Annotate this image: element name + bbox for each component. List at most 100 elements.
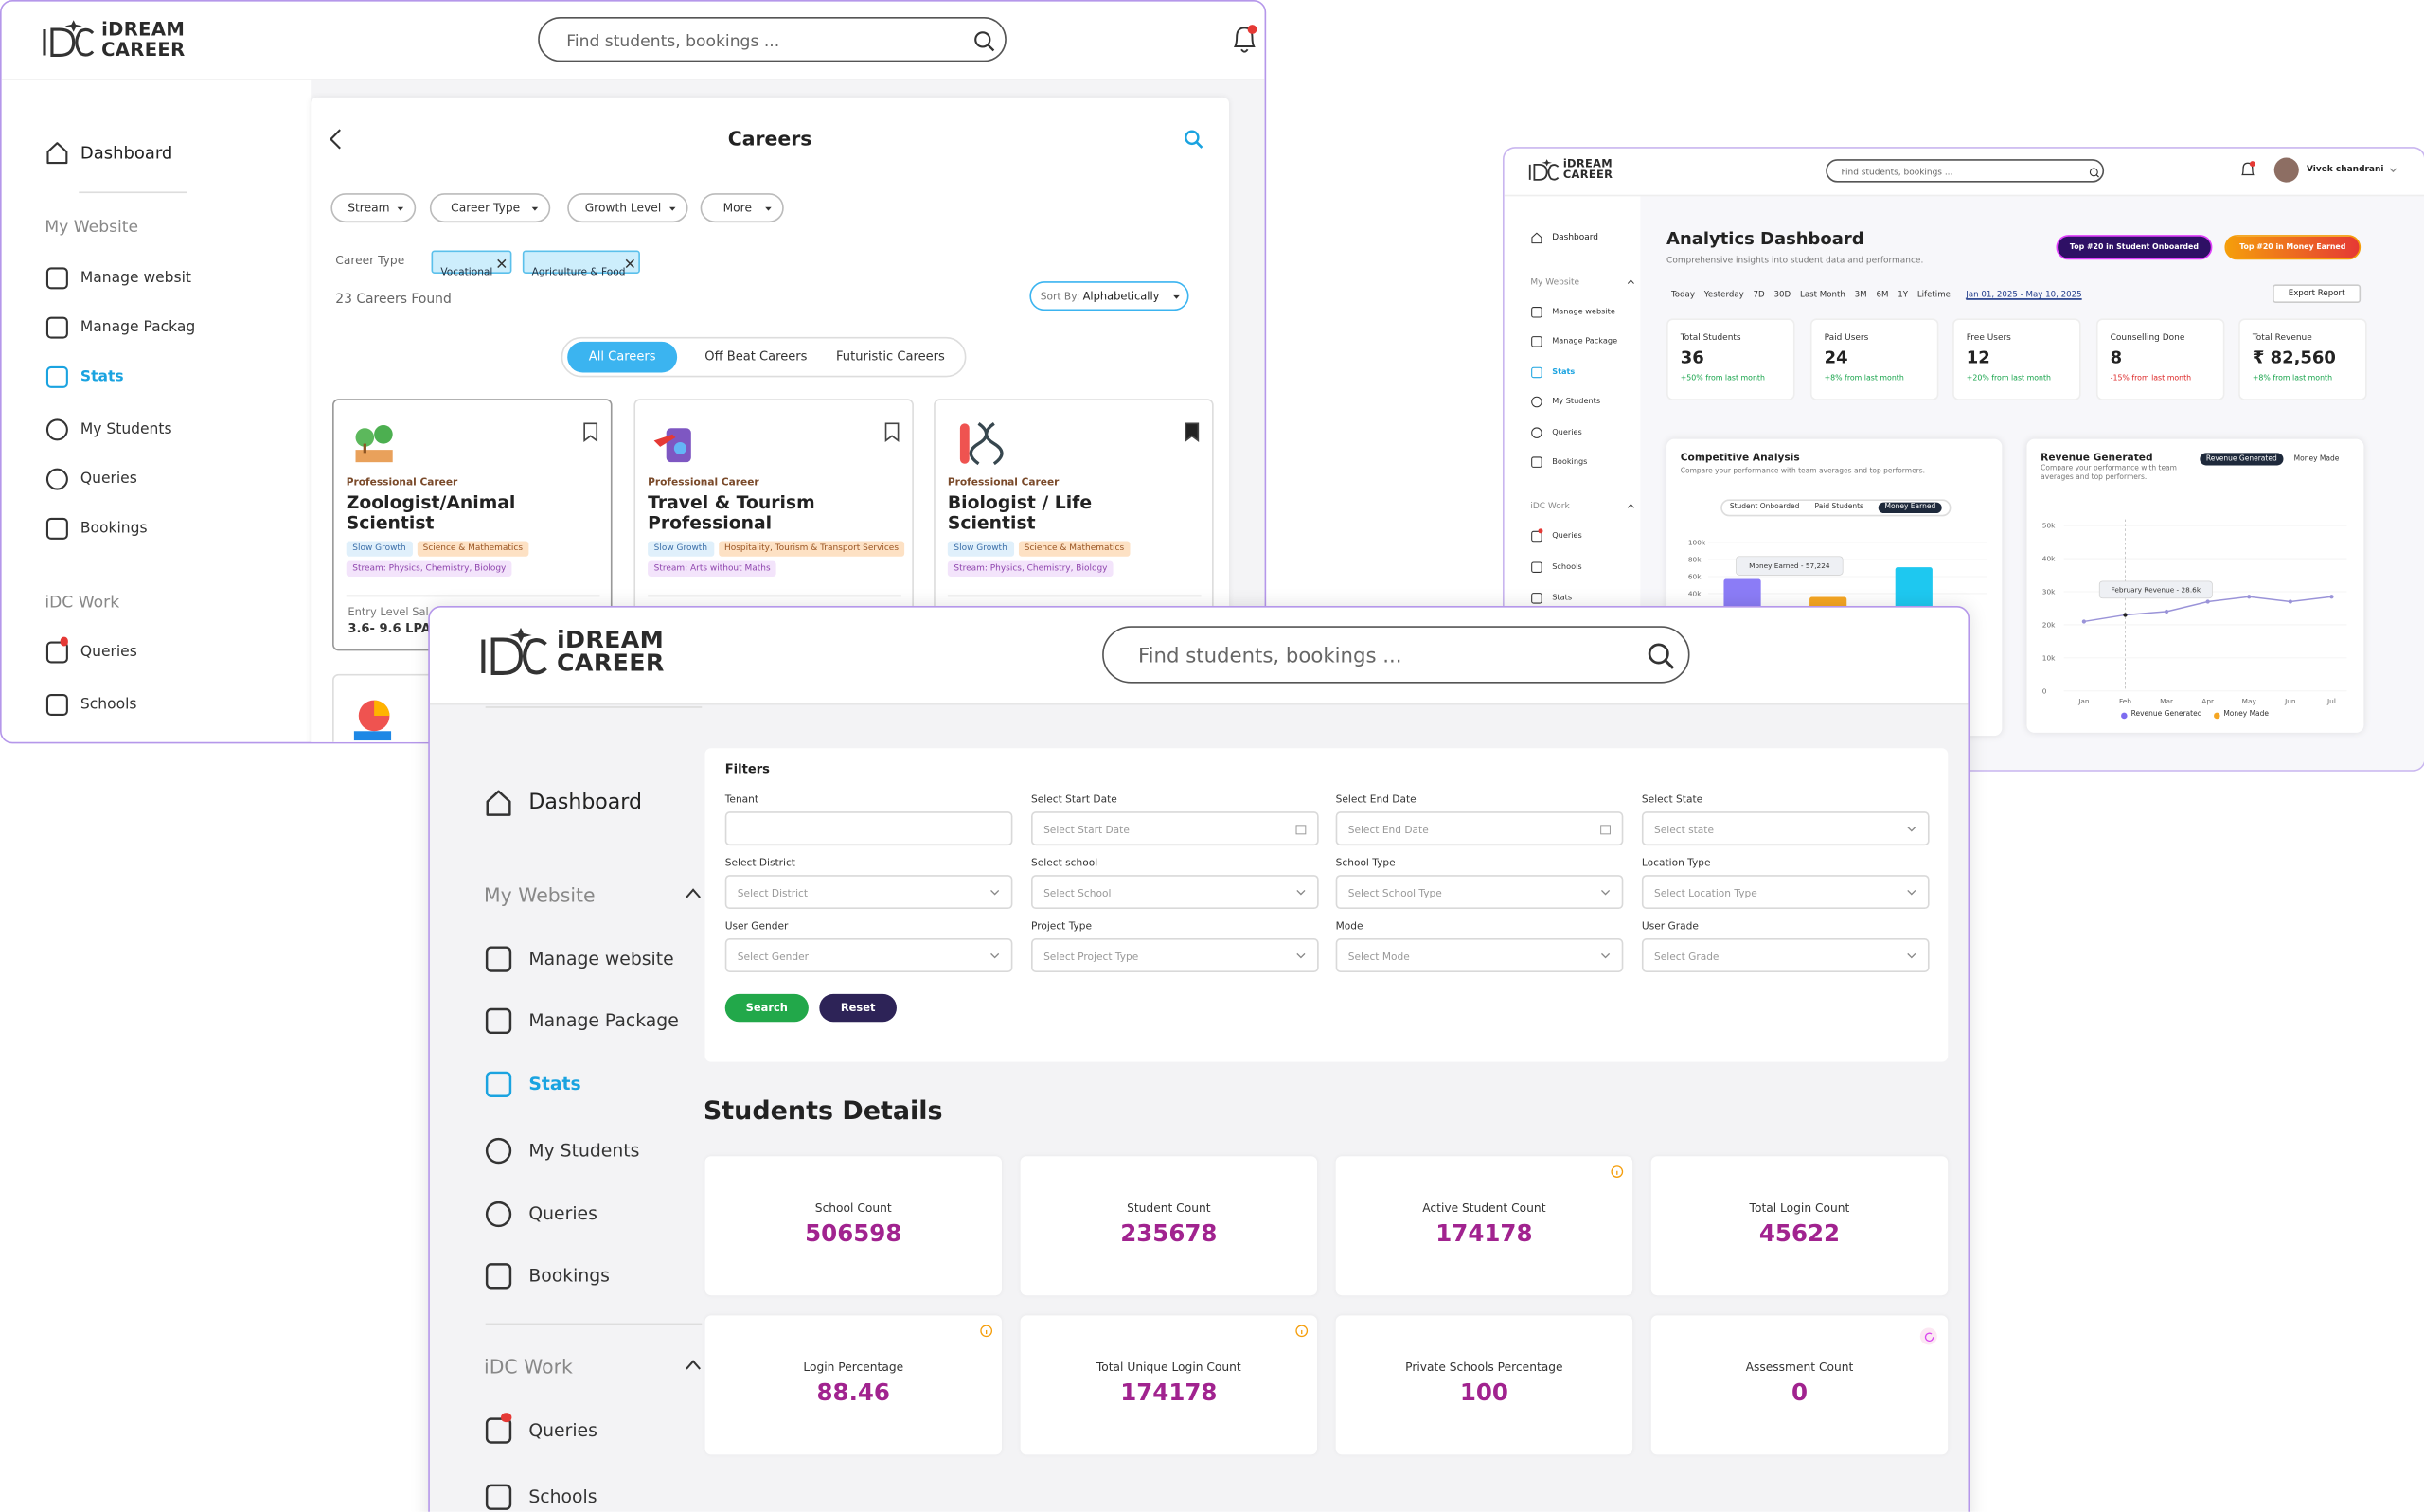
date-range[interactable]: Jan 01, 2025 - May 10, 2025: [1966, 290, 2082, 300]
card-body: Professional Career Zoologist/Animal Scie…: [346, 476, 606, 578]
stat-label: Login Percentage: [803, 1360, 904, 1375]
range-option[interactable]: 1Y: [1898, 290, 1909, 300]
career-tab[interactable]: Futuristic Careers: [836, 348, 945, 364]
icon-shape: [1531, 530, 1542, 543]
field-input[interactable]: Select Gender: [724, 938, 1013, 972]
field-input[interactable]: Select Start Date: [1031, 811, 1319, 846]
nav-item[interactable]: Manage website: [1552, 307, 1615, 317]
nav-item[interactable]: Stats: [528, 1073, 581, 1094]
field-input[interactable]: Select End Date: [1335, 811, 1624, 846]
nav-item[interactable]: Queries: [528, 1418, 597, 1441]
nav-item[interactable]: My Students: [1552, 397, 1601, 407]
stat-label: Active Student Count: [1422, 1201, 1546, 1216]
kpi-card: Free Users 12 +20% from last month: [1952, 318, 2081, 400]
field-input[interactable]: Select state: [1641, 811, 1930, 846]
logo-text: iDREAM CAREER: [101, 21, 185, 59]
filter-button[interactable]: Growth Level: [567, 193, 688, 223]
chart-toggle[interactable]: Money Made: [2293, 454, 2340, 463]
nav-item[interactable]: My Students: [528, 1139, 640, 1162]
nav-divider: [485, 1323, 703, 1325]
field-input[interactable]: [724, 811, 1013, 846]
nav-item[interactable]: Bookings: [528, 1264, 610, 1287]
dropdown-caret: [531, 206, 539, 211]
chip-label: Vocational: [440, 265, 493, 278]
nav-item[interactable]: Manage website: [528, 947, 674, 969]
range-option[interactable]: 6M: [1876, 290, 1889, 300]
search-box[interactable]: Find students, bookings ...: [1826, 159, 2105, 183]
nav-icon: [1531, 366, 1542, 379]
info-icon: [1611, 1165, 1624, 1178]
filter-action-button[interactable]: Reset: [819, 993, 897, 1023]
range-option[interactable]: Last Month: [1799, 290, 1845, 300]
chart-toggle[interactable]: Revenue Generated: [2200, 453, 2284, 466]
chart-tab[interactable]: Student Onboarded: [1729, 504, 1800, 512]
icon-shape: [46, 142, 68, 165]
section-chevron: [686, 1360, 701, 1371]
nav-item[interactable]: Queries: [80, 644, 137, 661]
nav-item[interactable]: Queries: [1552, 531, 1582, 542]
nav-item[interactable]: Queries: [528, 1202, 597, 1225]
nav-item[interactable]: Stats: [1552, 593, 1573, 603]
salary-label: Entry Level Sal: [348, 606, 429, 619]
filter-button[interactable]: Stream: [330, 193, 417, 223]
nav-item[interactable]: Queries: [80, 471, 137, 489]
icon-part: [353, 731, 392, 741]
nav-icon: [1531, 530, 1542, 543]
filter-button[interactable]: Career Type: [429, 193, 551, 223]
field-input[interactable]: Select Location Type: [1641, 875, 1930, 910]
nav-item[interactable]: Dashboard: [528, 790, 642, 815]
career-tab[interactable]: Off Beat Careers: [704, 348, 808, 364]
nav-item[interactable]: Dashboard: [80, 143, 173, 164]
refresh-button[interactable]: [1919, 1327, 1937, 1345]
career-tab[interactable]: All Careers: [567, 341, 678, 373]
nav-item[interactable]: Stats: [1552, 367, 1576, 378]
chevron: [990, 889, 1000, 896]
range-option[interactable]: 7D: [1753, 290, 1765, 300]
icon-shape: [1531, 456, 1542, 468]
chart-tab[interactable]: Paid Students: [1814, 504, 1863, 512]
range-option[interactable]: Lifetime: [1916, 290, 1951, 300]
nav-item[interactable]: Manage Packag: [80, 319, 196, 337]
field-input[interactable]: Select School: [1031, 875, 1319, 910]
nav-item[interactable]: Stats: [80, 368, 124, 386]
filter-button[interactable]: More: [700, 193, 784, 223]
icon-shape: [45, 468, 68, 490]
field-input[interactable]: Select District: [724, 875, 1013, 910]
field-input[interactable]: Select Mode: [1335, 938, 1624, 972]
filter-chip[interactable]: Agriculture & Food: [522, 250, 640, 278]
career-tags: Slow Growth Science & Mathematics Stream: …: [947, 542, 1207, 578]
chart-tab[interactable]: Money Earned: [1879, 502, 1942, 514]
range-option[interactable]: Yesterday: [1703, 290, 1744, 300]
nav-item[interactable]: My Students: [80, 420, 172, 438]
search-box[interactable]: Find students, bookings ...: [538, 16, 1007, 62]
search-box[interactable]: Find students, bookings ...: [1102, 626, 1690, 684]
nav-item[interactable]: Manage Package: [528, 1009, 679, 1032]
stat-value: 88.46: [816, 1379, 890, 1407]
field-placeholder: Select Grade: [1653, 951, 1720, 964]
nav-item[interactable]: Schools: [80, 696, 137, 714]
field-input[interactable]: Select Grade: [1641, 938, 1930, 972]
nav-item[interactable]: Manage Package: [1552, 336, 1618, 347]
calendar-icon: [1295, 825, 1307, 835]
filter-chip[interactable]: Vocational: [431, 250, 512, 278]
nav-item[interactable]: Queries: [1552, 428, 1582, 438]
dropdown-caret: [1173, 294, 1180, 299]
export-button[interactable]: Export Report: [2272, 284, 2362, 304]
range-option[interactable]: 3M: [1854, 290, 1867, 300]
field-input[interactable]: Select Project Type: [1031, 938, 1319, 972]
range-option[interactable]: Today: [1670, 290, 1695, 300]
info-circle: [1611, 1165, 1624, 1178]
nav-divider: [485, 706, 703, 708]
user-name[interactable]: Vivek chandrani: [2306, 165, 2384, 175]
dropdown-caret: [668, 206, 676, 211]
nav-item[interactable]: Bookings: [1552, 457, 1588, 468]
nav-item[interactable]: Schools: [1552, 562, 1582, 573]
field-input[interactable]: Select School Type: [1335, 875, 1624, 910]
filter-action-button[interactable]: Search: [724, 993, 809, 1023]
sort-dropdown[interactable]: Sort By: Alphabetically: [1029, 281, 1189, 311]
nav-item[interactable]: Dashboard: [1552, 233, 1598, 243]
nav-item[interactable]: Schools: [528, 1485, 597, 1507]
nav-item[interactable]: Bookings: [80, 520, 148, 538]
nav-item[interactable]: Manage websit: [80, 269, 191, 287]
range-option[interactable]: 30D: [1773, 290, 1791, 300]
